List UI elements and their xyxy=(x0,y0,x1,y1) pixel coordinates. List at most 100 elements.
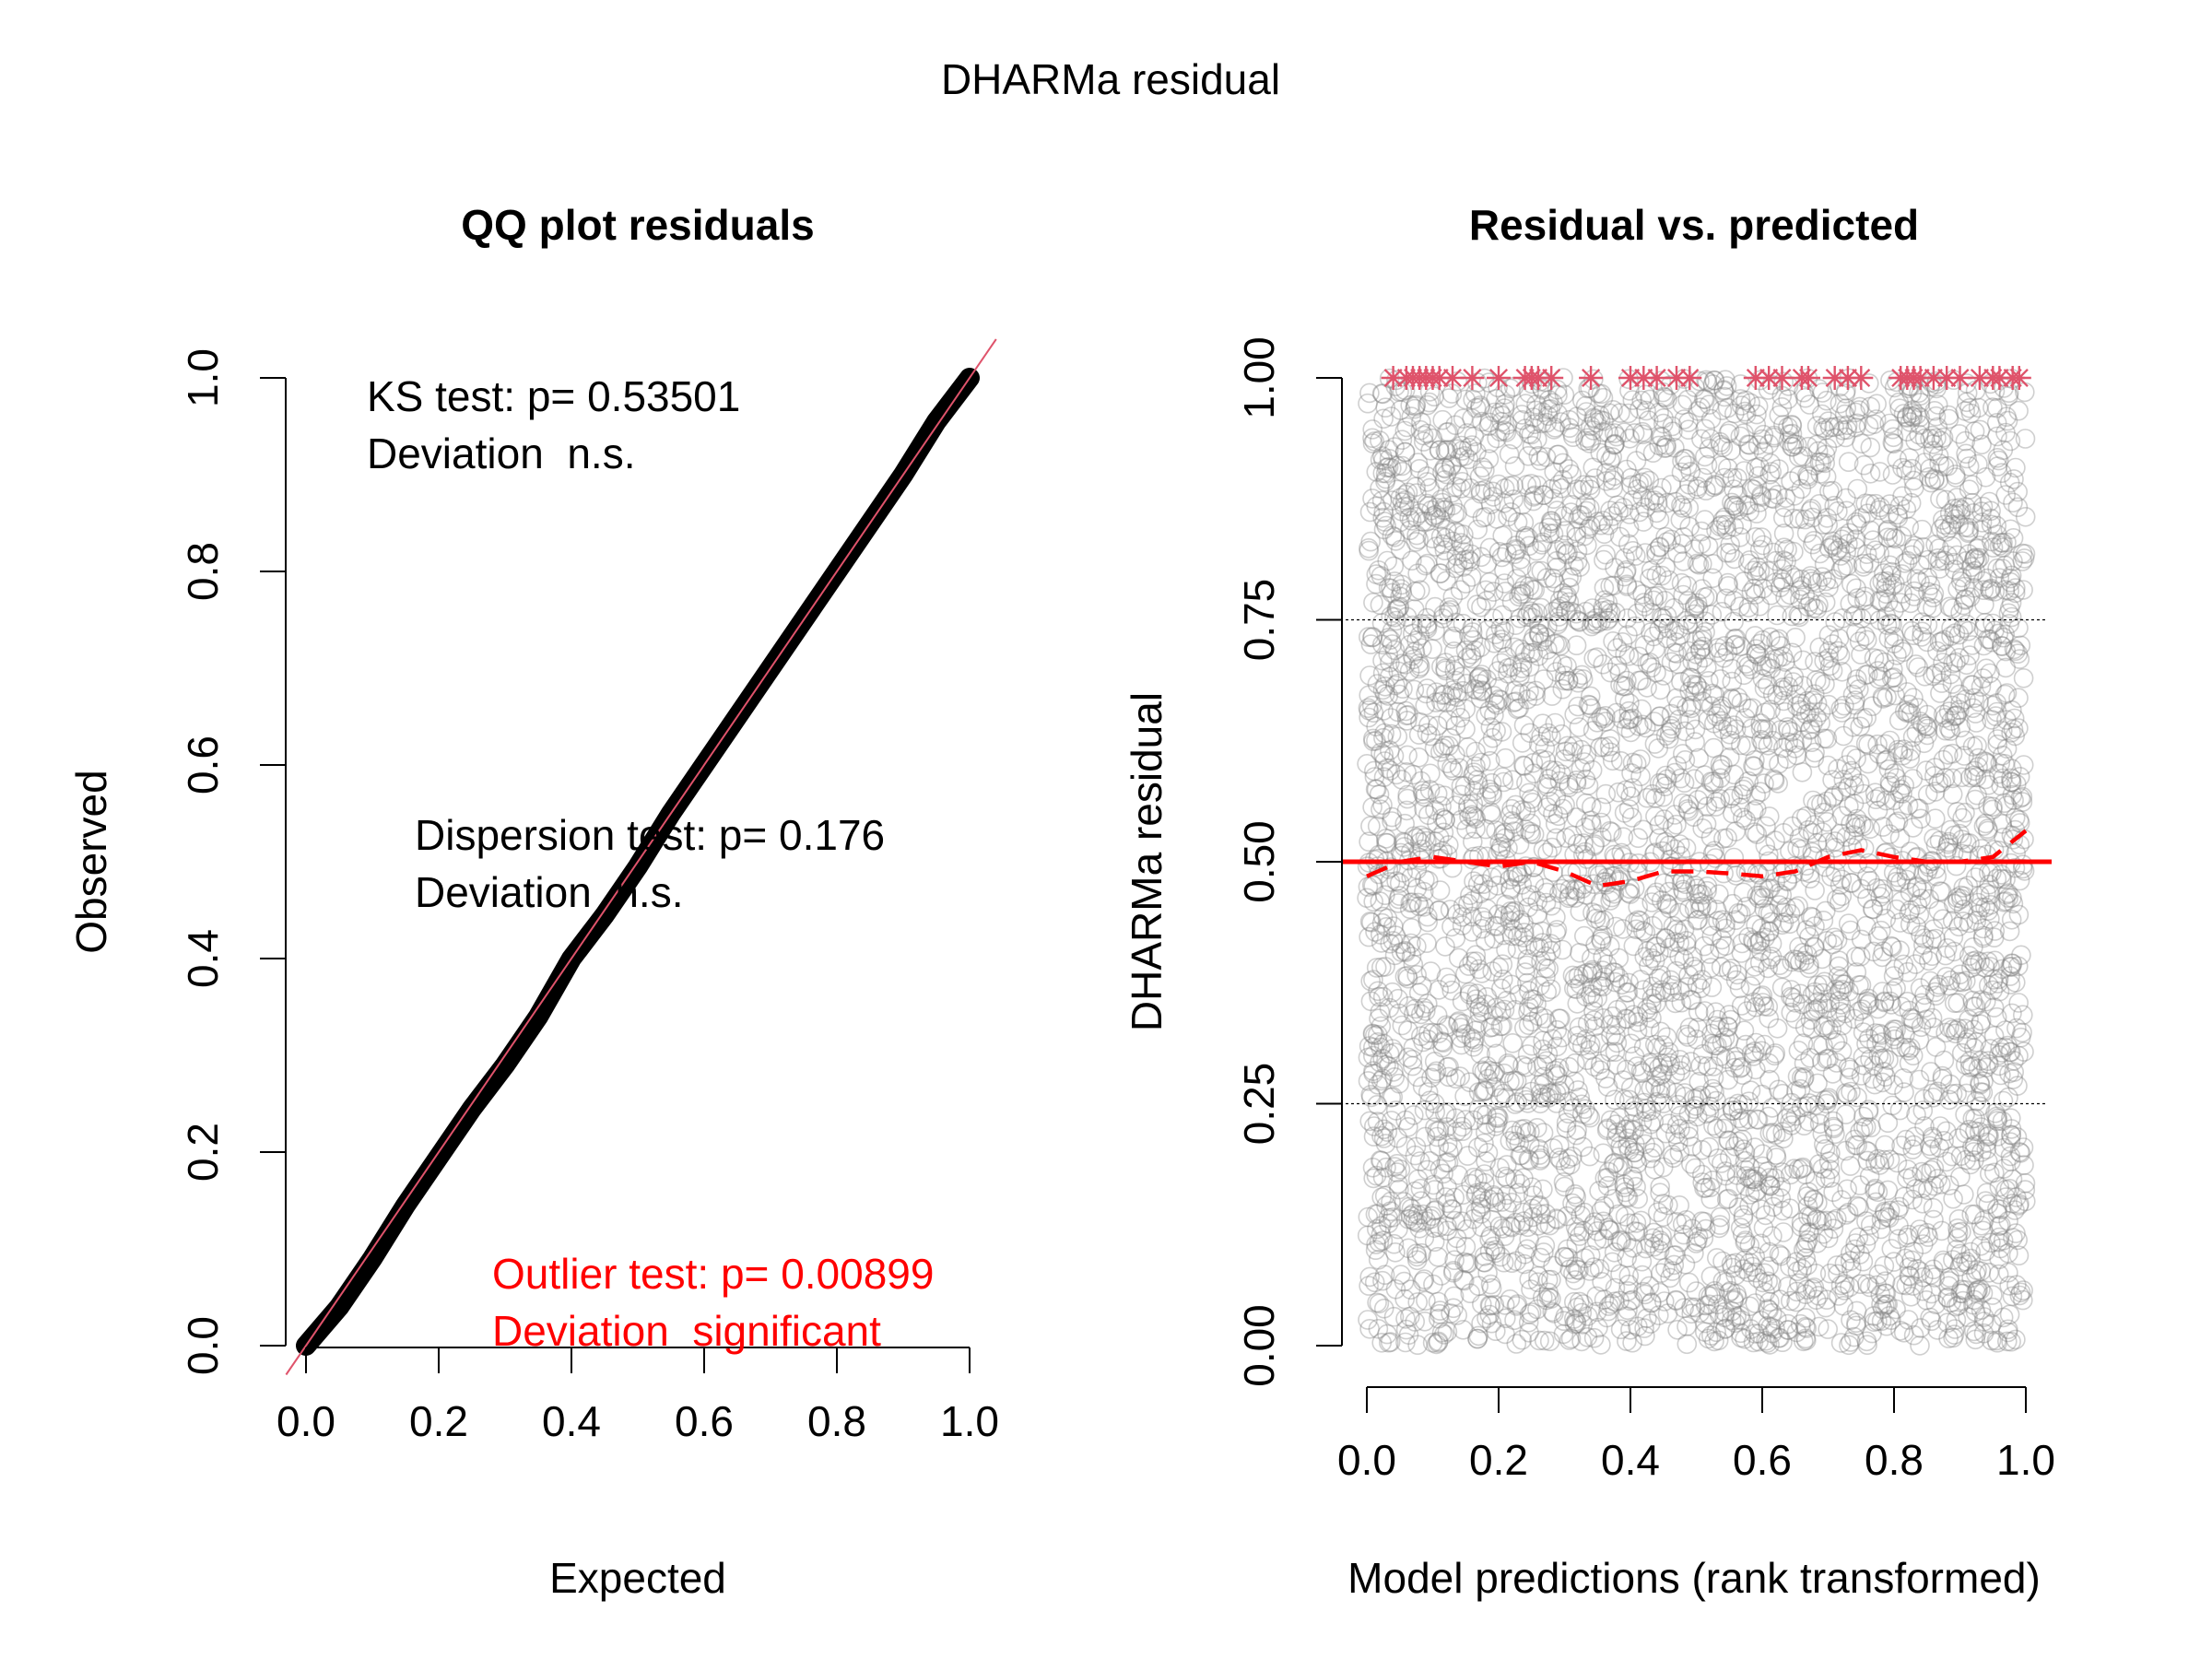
residual-point xyxy=(1546,1208,1567,1229)
residual-point xyxy=(1609,1108,1630,1128)
residual-point xyxy=(1866,877,1887,899)
residual-point xyxy=(1555,665,1575,686)
residual-point xyxy=(2010,1282,2031,1303)
residual-point xyxy=(1392,653,1413,674)
residual-point xyxy=(1554,749,1574,770)
residual-point xyxy=(1704,370,1724,391)
residual-point xyxy=(1494,559,1514,581)
residual-point xyxy=(1446,1228,1467,1249)
residual-point xyxy=(1484,705,1504,725)
residual-point xyxy=(1690,1055,1711,1077)
residual-point xyxy=(1591,1053,1611,1075)
residual-point xyxy=(1477,1263,1498,1283)
residual-point xyxy=(1373,1033,1394,1054)
residual-point xyxy=(1695,418,1715,440)
residual-point xyxy=(1497,1198,1517,1219)
residual-point xyxy=(1451,1034,1472,1055)
residual-point xyxy=(1489,865,1511,886)
residual-point xyxy=(1957,373,1977,394)
residual-point xyxy=(1544,419,1564,440)
residual-point xyxy=(1491,629,1512,650)
residual-point xyxy=(1507,1294,1528,1314)
residual-point xyxy=(1883,659,1903,680)
residual-point xyxy=(1799,702,1820,724)
residual-point xyxy=(1519,1304,1540,1324)
residual-point xyxy=(1371,1150,1392,1171)
residual-point xyxy=(1562,1098,1583,1119)
residual-point xyxy=(1375,471,1395,492)
residual-point xyxy=(1911,1017,1932,1038)
residual-point xyxy=(1877,521,1898,542)
residual-point xyxy=(1436,527,1456,548)
residual-point xyxy=(1692,818,1712,839)
residual-point xyxy=(1949,647,1970,668)
residual-point xyxy=(1434,457,1455,478)
residual-point xyxy=(1641,892,1662,912)
residual-point xyxy=(1583,1215,1603,1236)
residual-point xyxy=(1921,1283,1942,1304)
residual-point xyxy=(2007,1076,2028,1096)
residual-point xyxy=(1946,705,1967,726)
residual-point xyxy=(1841,1310,1861,1331)
residual-point xyxy=(1593,1008,1614,1029)
residual-point xyxy=(1744,560,1764,582)
residual-point xyxy=(1387,1162,1407,1182)
residual-point xyxy=(1494,573,1515,594)
residual-point xyxy=(1850,716,1870,737)
residual-point xyxy=(1590,911,1610,932)
residual-point xyxy=(2001,606,2022,628)
residual-point xyxy=(1895,1248,1916,1269)
residual-point xyxy=(1527,890,1547,912)
residual-point xyxy=(1418,1023,1439,1043)
residual-point xyxy=(2002,953,2023,974)
residual-point xyxy=(1417,493,1438,514)
residual-point xyxy=(1841,813,1861,834)
residual-point xyxy=(1749,931,1770,952)
residual-point xyxy=(1373,501,1394,523)
residual-point xyxy=(1665,1245,1686,1265)
qq-y-tick-label: 0.8 xyxy=(179,542,227,601)
residual-point xyxy=(1722,1097,1742,1117)
residual-point xyxy=(1660,970,1681,991)
residual-point xyxy=(1839,1067,1860,1088)
residual-point xyxy=(1517,948,1537,970)
residual-point xyxy=(1474,1164,1495,1184)
residual-point xyxy=(1956,443,1976,465)
residual-point xyxy=(1987,558,2007,579)
residual-point xyxy=(1910,1335,1930,1356)
residual-point xyxy=(1955,589,1975,609)
residual-point xyxy=(1526,540,1547,561)
residual-point xyxy=(1384,1067,1405,1088)
residual-point xyxy=(1975,1191,1996,1211)
residual-point xyxy=(1901,1250,1922,1271)
residual-point xyxy=(1836,827,1856,847)
residual-point xyxy=(1666,960,1687,982)
residual-point xyxy=(1528,1006,1549,1027)
residual-point xyxy=(1917,784,1938,805)
residual-point xyxy=(1702,374,1724,394)
residual-point xyxy=(1412,975,1432,996)
residual-point xyxy=(1626,919,1647,940)
residual-point xyxy=(1970,1073,1990,1093)
residual-point xyxy=(1871,1209,1892,1230)
residual-point xyxy=(1789,446,1809,467)
residual-point xyxy=(1724,1176,1746,1196)
residual-point xyxy=(1769,629,1789,650)
residual-point xyxy=(1679,1018,1700,1038)
residual-point xyxy=(1827,930,1848,950)
residual-point xyxy=(1470,752,1491,773)
residual-point xyxy=(1856,707,1877,728)
residual-point xyxy=(1650,1176,1670,1197)
residual-point xyxy=(1853,1055,1874,1076)
residual-point xyxy=(1513,927,1534,947)
residual-point xyxy=(1627,1153,1648,1174)
residual-point xyxy=(1452,907,1473,927)
residual-point xyxy=(1973,580,1994,601)
residual-point xyxy=(1995,1020,2016,1041)
residual-point xyxy=(1472,1105,1493,1125)
residual-point xyxy=(1478,1189,1500,1209)
residual-point xyxy=(1447,502,1467,524)
residual-point xyxy=(1726,1284,1747,1304)
residual-point xyxy=(1424,1052,1445,1072)
residual-point xyxy=(1416,1211,1437,1231)
